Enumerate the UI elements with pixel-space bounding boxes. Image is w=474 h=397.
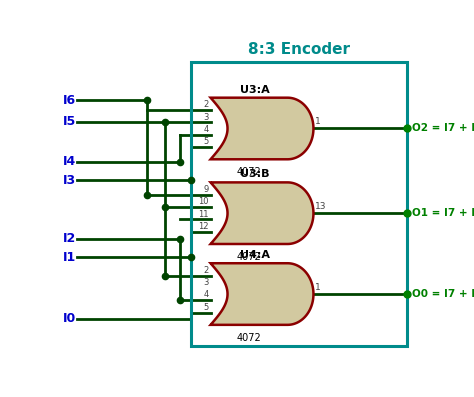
Text: 5: 5 [204,303,209,312]
Text: I4: I4 [63,155,76,168]
Text: 2: 2 [204,100,209,109]
Text: 4072: 4072 [237,252,262,262]
Text: 9: 9 [204,185,209,194]
Polygon shape [210,98,313,159]
Text: I2: I2 [63,232,76,245]
Text: U3:B: U3:B [240,169,270,179]
Text: 5: 5 [204,137,209,146]
Text: 11: 11 [199,210,209,219]
Text: 4072: 4072 [237,167,262,177]
Text: 8:3 Encoder: 8:3 Encoder [248,42,350,57]
Text: I3: I3 [63,173,76,187]
Text: 2: 2 [204,266,209,275]
Text: 4: 4 [204,291,209,299]
Text: 4072: 4072 [237,333,262,343]
Polygon shape [210,182,313,244]
Text: O0 = I7 + I5+ I3+ I1: O0 = I7 + I5+ I3+ I1 [411,289,474,299]
Text: O2 = I7 + I6+ I5+ I4: O2 = I7 + I6+ I5+ I4 [411,123,474,133]
Text: I5: I5 [63,115,76,128]
Text: O1 = I7 + I6+ I3+ I2: O1 = I7 + I6+ I3+ I2 [411,208,474,218]
Text: 1: 1 [315,283,321,292]
Text: 3: 3 [204,278,209,287]
Text: 13: 13 [315,202,327,211]
Text: 10: 10 [199,197,209,206]
Text: U4:A: U4:A [240,250,270,260]
Text: I1: I1 [63,251,76,264]
Text: 3: 3 [204,113,209,121]
Text: 1: 1 [315,117,321,126]
Text: 12: 12 [199,222,209,231]
Text: I6: I6 [63,94,76,106]
Text: I0: I0 [63,312,76,325]
Text: 4: 4 [204,125,209,134]
Polygon shape [210,263,313,325]
Text: U3:A: U3:A [240,85,270,94]
Bar [191,62,407,347]
